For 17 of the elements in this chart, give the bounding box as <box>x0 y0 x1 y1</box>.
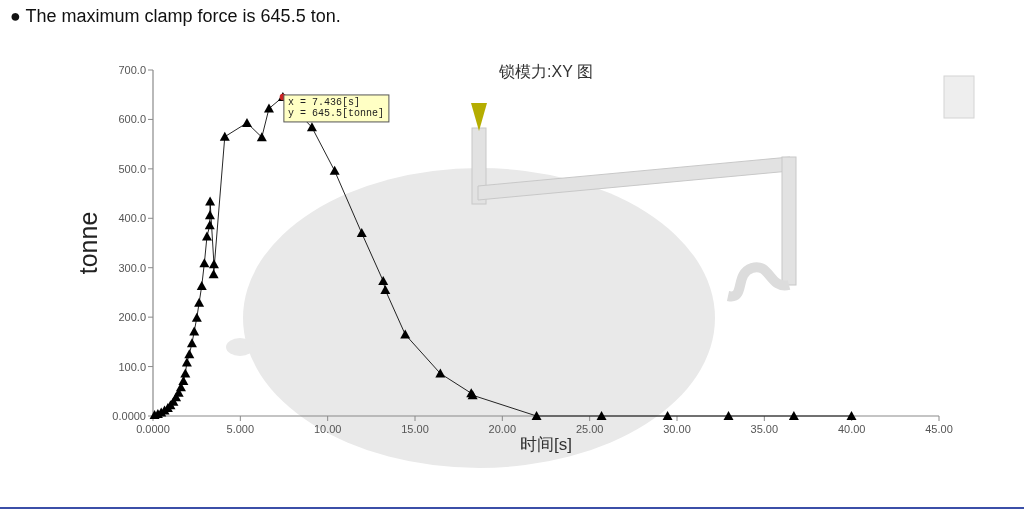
x-tick: 35.00 <box>750 423 779 435</box>
y-tick: 300.0 <box>118 261 146 274</box>
y-tick: 500.0 <box>118 162 146 175</box>
y-tick: 200.0 <box>118 311 146 324</box>
title: 锁模力:XY 图 <box>499 63 593 80</box>
note: ● The maximum clamp force is 645.5 ton. <box>10 6 341 26</box>
annotation: x = 7.436[s] y = 645.5[tonne] <box>287 96 384 119</box>
y-tick: 0.0000 <box>112 410 146 422</box>
x-tick: 40.00 <box>837 423 866 435</box>
y-tick: 600.0 <box>118 113 146 126</box>
y-tick: 100.0 <box>118 360 146 373</box>
y-tick: 700.0 <box>118 64 146 76</box>
callout: x = 7.436[s] y = 645.5[tonne] <box>283 94 390 123</box>
x-tick: 0.0000 <box>136 423 170 435</box>
ylabel: tonne <box>74 211 102 275</box>
x-tick: 45.00 <box>925 423 953 435</box>
y-tick: 400.0 <box>118 212 146 225</box>
